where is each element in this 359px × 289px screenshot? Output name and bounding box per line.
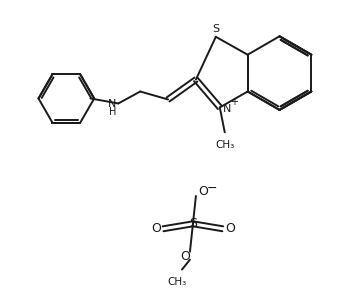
Text: H: H (109, 108, 116, 117)
Text: N: N (223, 104, 231, 114)
Text: CH₃: CH₃ (167, 277, 187, 286)
Text: CH₃: CH₃ (215, 140, 234, 150)
Text: O: O (198, 186, 208, 199)
Text: S: S (189, 217, 197, 230)
Text: O: O (180, 250, 190, 263)
Text: S: S (212, 24, 219, 34)
Text: −: − (206, 181, 217, 194)
Text: N: N (108, 99, 116, 110)
Text: O: O (151, 222, 161, 235)
Text: O: O (225, 222, 235, 235)
Text: +: + (230, 97, 238, 108)
